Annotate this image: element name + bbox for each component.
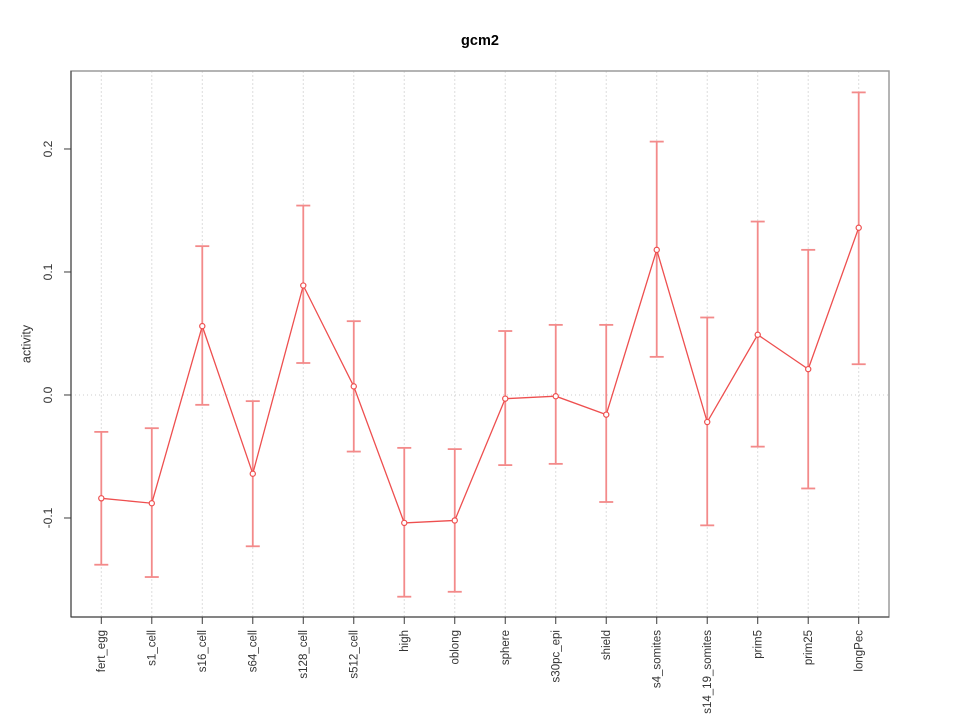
y-tick-label: 0.2 (41, 140, 55, 157)
x-tick-label: sphere (500, 630, 512, 665)
y-tick-label: -0.1 (41, 507, 55, 528)
chart-title: gcm2 (461, 33, 499, 49)
data-point (704, 418, 711, 426)
plot-box (70, 70, 890, 618)
data-point (199, 322, 206, 330)
y-tick-label: 0.0 (41, 386, 55, 403)
x-tick-label: s4_somites (651, 630, 663, 688)
x-tick-label: oblong (449, 630, 461, 665)
y-tick-label: 0.1 (41, 263, 55, 280)
x-tick-label: prim5 (752, 630, 764, 659)
data-point (805, 365, 812, 373)
series-line (101, 227, 860, 524)
data-point (300, 282, 307, 289)
data-point (98, 495, 105, 502)
x-tick-label: prim25 (803, 630, 815, 665)
x-tick-label: fert_egg (96, 630, 108, 672)
data-point (855, 224, 862, 231)
x-tick-label: s64_cell (247, 630, 259, 672)
x-tick-label: high (399, 630, 411, 652)
data-point (653, 246, 660, 254)
x-tick-label: s512_cell (348, 630, 360, 679)
y-axis-title: activity (19, 324, 33, 363)
x-tick-label: s14_19_somites (702, 630, 714, 714)
x-tick-label: s30pc_epi (550, 630, 562, 682)
data-point (502, 395, 509, 402)
data-point (552, 393, 559, 400)
x-tick-label: shield (601, 630, 613, 660)
x-tick-label: s1_cell (146, 630, 158, 666)
x-tick-label: longPec (853, 630, 865, 672)
data-point (401, 519, 408, 527)
data-point (249, 470, 256, 477)
data-point (148, 500, 155, 507)
x-tick-label: s128_cell (298, 630, 310, 679)
x-tick-label: s16_cell (197, 630, 209, 672)
data-point (603, 411, 610, 418)
data-point (350, 383, 357, 390)
data-point (754, 331, 761, 338)
data-point (451, 517, 458, 524)
